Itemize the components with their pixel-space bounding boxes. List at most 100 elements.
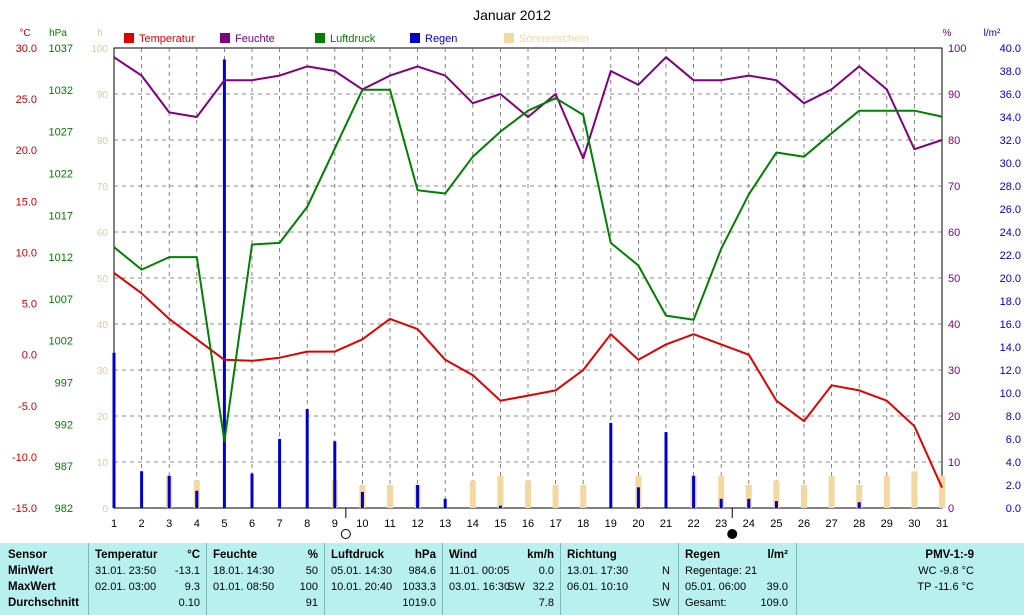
direction-avg: SW <box>652 597 670 609</box>
pressure-min-value: 984.6 <box>408 565 436 577</box>
humidity-column: Feuchte % 18.01. 14:30 50 01.01. 08:50 1… <box>206 543 324 615</box>
tick-label-pressure: 992 <box>55 419 73 431</box>
sunshine-bar <box>718 475 725 508</box>
sunshine-bar <box>801 485 807 508</box>
tick-label-rain: 0.0 <box>1006 503 1021 515</box>
series-line-temperatur <box>113 272 943 489</box>
tick-label-humidity: 20 <box>948 411 960 423</box>
series-line-feuchte <box>113 56 943 160</box>
legend-swatch <box>504 33 514 43</box>
tick-label-x: 24 <box>743 518 755 530</box>
wind-max-value: 32.2 <box>532 581 554 593</box>
rain-max-time: 05.01. 06:00 <box>685 581 747 593</box>
rain-bar <box>498 505 502 508</box>
tick-label-rain: 14.0 <box>1000 342 1021 354</box>
temperature-min-value: -13.1 <box>174 565 200 577</box>
temperature-avg: 0.10 <box>178 597 200 609</box>
tick-label-temperature: 0.0 <box>22 350 37 362</box>
weather-chart: Januar 2012 °C hPa h % l/m² Temperatur Fe… <box>11 7 1021 539</box>
tick-label-temperature: 25.0 <box>16 94 37 106</box>
tick-label-rain: 34.0 <box>1000 112 1021 124</box>
humidity-min-time: 18.01. 14:30 <box>213 565 275 577</box>
tick-label-x: 27 <box>825 518 837 530</box>
legend-label: Luftdruck <box>330 33 376 45</box>
rain-bar <box>305 409 309 508</box>
tick-label-x: 31 <box>936 518 948 530</box>
tick-label-sunshine: 70 <box>97 182 109 193</box>
direction-min-time: 13.01. 17:30 <box>567 565 629 577</box>
tick-label-rain: 20.0 <box>1000 273 1021 285</box>
tick-label-sunshine: 30 <box>97 366 109 377</box>
tick-label-humidity: 60 <box>948 227 960 239</box>
humidity-max-time: 01.01. 08:50 <box>213 581 275 593</box>
tick-label-sunshine: 50 <box>97 274 109 285</box>
direction-max-time: 06.01. 10:10 <box>567 581 629 593</box>
wind-max-direction: SW <box>507 581 525 593</box>
pressure-unit: hPa <box>414 549 436 561</box>
rain-bar <box>250 473 254 508</box>
tick-label-pressure: 997 <box>55 378 73 390</box>
legend-swatch <box>315 33 325 43</box>
tick-label-rain: 24.0 <box>1000 227 1021 239</box>
rain-total-label: Gesamt: <box>685 597 727 609</box>
legend-label: Feuchte <box>235 33 275 45</box>
axis-unit-pressure: hPa <box>49 28 67 39</box>
tick-label-sunshine: 10 <box>97 458 109 469</box>
direction-min-value: N <box>662 565 670 577</box>
row-label-max: MaxWert <box>8 581 56 593</box>
tick-label-pressure: 987 <box>55 461 73 473</box>
tick-label-x: 22 <box>687 518 699 530</box>
tick-label-humidity: 100 <box>948 43 966 55</box>
tick-label-rain: 2.0 <box>1006 480 1021 492</box>
tick-label-x: 17 <box>549 518 561 530</box>
row-label-sensor: Sensor <box>8 549 47 561</box>
sunshine-bar <box>580 485 587 508</box>
tick-label-rain: 18.0 <box>1000 296 1021 308</box>
sunshine-bar <box>773 480 780 508</box>
tick-label-x: 7 <box>277 518 283 530</box>
tick-label-x: 18 <box>577 518 589 530</box>
series-line-luftdruck <box>113 88 943 443</box>
full-moon-icon <box>340 529 351 539</box>
sunshine-bar <box>828 475 835 508</box>
direction-title: Richtung <box>567 549 617 561</box>
tick-label-sunshine: 80 <box>97 136 109 147</box>
tick-label-rain: 30.0 <box>1000 158 1021 170</box>
tick-label-sunshine: 40 <box>97 320 109 331</box>
tick-label-humidity: 0 <box>948 503 954 515</box>
tick-label-sunshine: 90 <box>97 90 109 101</box>
tick-label-humidity: 30 <box>948 365 960 377</box>
rain-days: Regentage: 21 <box>685 565 758 577</box>
tick-label-x: 30 <box>908 518 920 530</box>
tick-label-x: 5 <box>221 518 227 530</box>
tick-label-x: 26 <box>798 518 810 530</box>
tick-label-temperature: 15.0 <box>16 196 37 208</box>
pressure-column: Luftdruck hPa 05.01. 14:30 984.6 10.01. … <box>324 543 442 615</box>
axis-tick-labels: 30.025.020.015.010.05.00.0-5.0-10.0-15.0… <box>12 43 1021 530</box>
tick-label-rain: 40.0 <box>1000 43 1021 55</box>
tick-label-rain: 16.0 <box>1000 319 1021 331</box>
tick-label-x: 19 <box>605 518 617 530</box>
tick-label-temperature: 20.0 <box>16 145 37 157</box>
rain-bar <box>333 441 337 508</box>
tick-label-x: 10 <box>356 518 368 530</box>
tick-label-x: 21 <box>660 518 672 530</box>
rain-max-value: 39.0 <box>766 581 788 593</box>
rain-bar <box>443 498 447 508</box>
humidity-title: Feuchte <box>213 549 258 561</box>
series-lines <box>113 56 943 489</box>
axis-unit-sunshine: h <box>97 28 103 39</box>
tick-label-pressure: 1022 <box>49 168 73 180</box>
rain-column: Regen l/m² Regentage: 21 05.01. 06:00 39… <box>678 543 796 615</box>
tick-label-sunshine: 0 <box>102 504 108 515</box>
legend-swatch <box>220 33 230 43</box>
tick-label-humidity: 50 <box>948 273 960 285</box>
wind-max-time: 03.01. 16:30 <box>449 581 511 593</box>
wind-min-value: 0.0 <box>538 565 554 577</box>
tick-label-humidity: 10 <box>948 457 960 469</box>
tick-label-temperature: 5.0 <box>22 299 37 311</box>
tick-label-rain: 28.0 <box>1000 181 1021 193</box>
temperature-column: Temperatur °C 31.01. 23:50 -13.1 02.01. … <box>88 543 206 615</box>
sunshine-bar <box>745 485 752 508</box>
sunshine-bar <box>856 485 863 508</box>
